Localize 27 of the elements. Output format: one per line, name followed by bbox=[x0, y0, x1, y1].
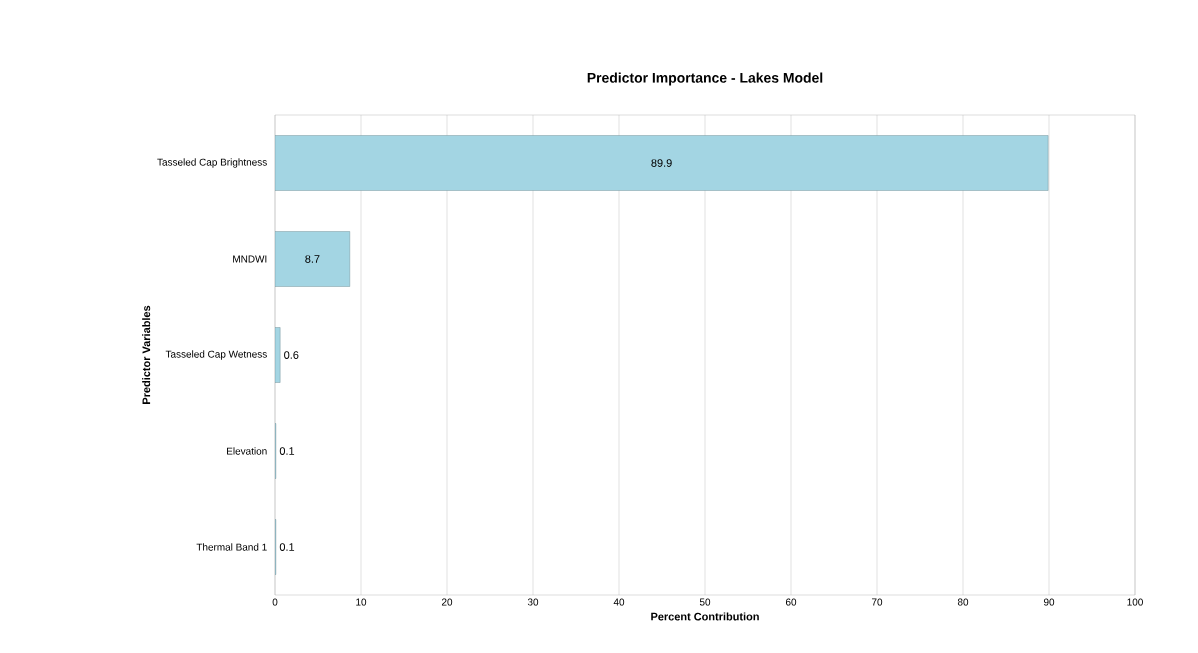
data-label: 8.7 bbox=[305, 255, 320, 263]
x-axis-title: Percent Contribution bbox=[651, 612, 759, 621]
y-axis-title: Predictor Variables bbox=[142, 305, 151, 404]
x-tick-label: 80 bbox=[957, 598, 969, 606]
x-tick-label: 10 bbox=[356, 598, 367, 606]
x-tick-label: 0 bbox=[272, 598, 278, 606]
bar bbox=[275, 231, 351, 287]
bar bbox=[275, 327, 281, 383]
x-tick-label: 30 bbox=[527, 598, 539, 606]
data-label: 89.9 bbox=[651, 159, 672, 167]
y-tick-label: MNDWI bbox=[233, 255, 267, 263]
x-tick-label: 40 bbox=[613, 598, 625, 606]
chart-title: Predictor Importance - Lakes Model bbox=[587, 72, 823, 86]
bar bbox=[275, 135, 1049, 191]
x-tick-label: 100 bbox=[1127, 598, 1143, 606]
x-tick-label: 20 bbox=[441, 598, 453, 606]
data-label: 0.1 bbox=[279, 543, 295, 551]
y-tick-label: Tasseled Cap Wetness bbox=[165, 350, 267, 360]
x-tick-label: 70 bbox=[871, 598, 883, 606]
x-tick-label: 50 bbox=[699, 598, 711, 606]
data-label: 0.6 bbox=[284, 351, 299, 359]
y-tick-label: Tasseled Cap Brightness bbox=[157, 158, 267, 168]
x-tick-label: 60 bbox=[785, 598, 797, 606]
y-tick-label: Thermal Band 1 bbox=[196, 543, 267, 551]
data-label: 0.1 bbox=[279, 447, 295, 455]
y-tick-label: Elevation bbox=[227, 447, 267, 455]
x-tick-label: 90 bbox=[1043, 598, 1055, 606]
